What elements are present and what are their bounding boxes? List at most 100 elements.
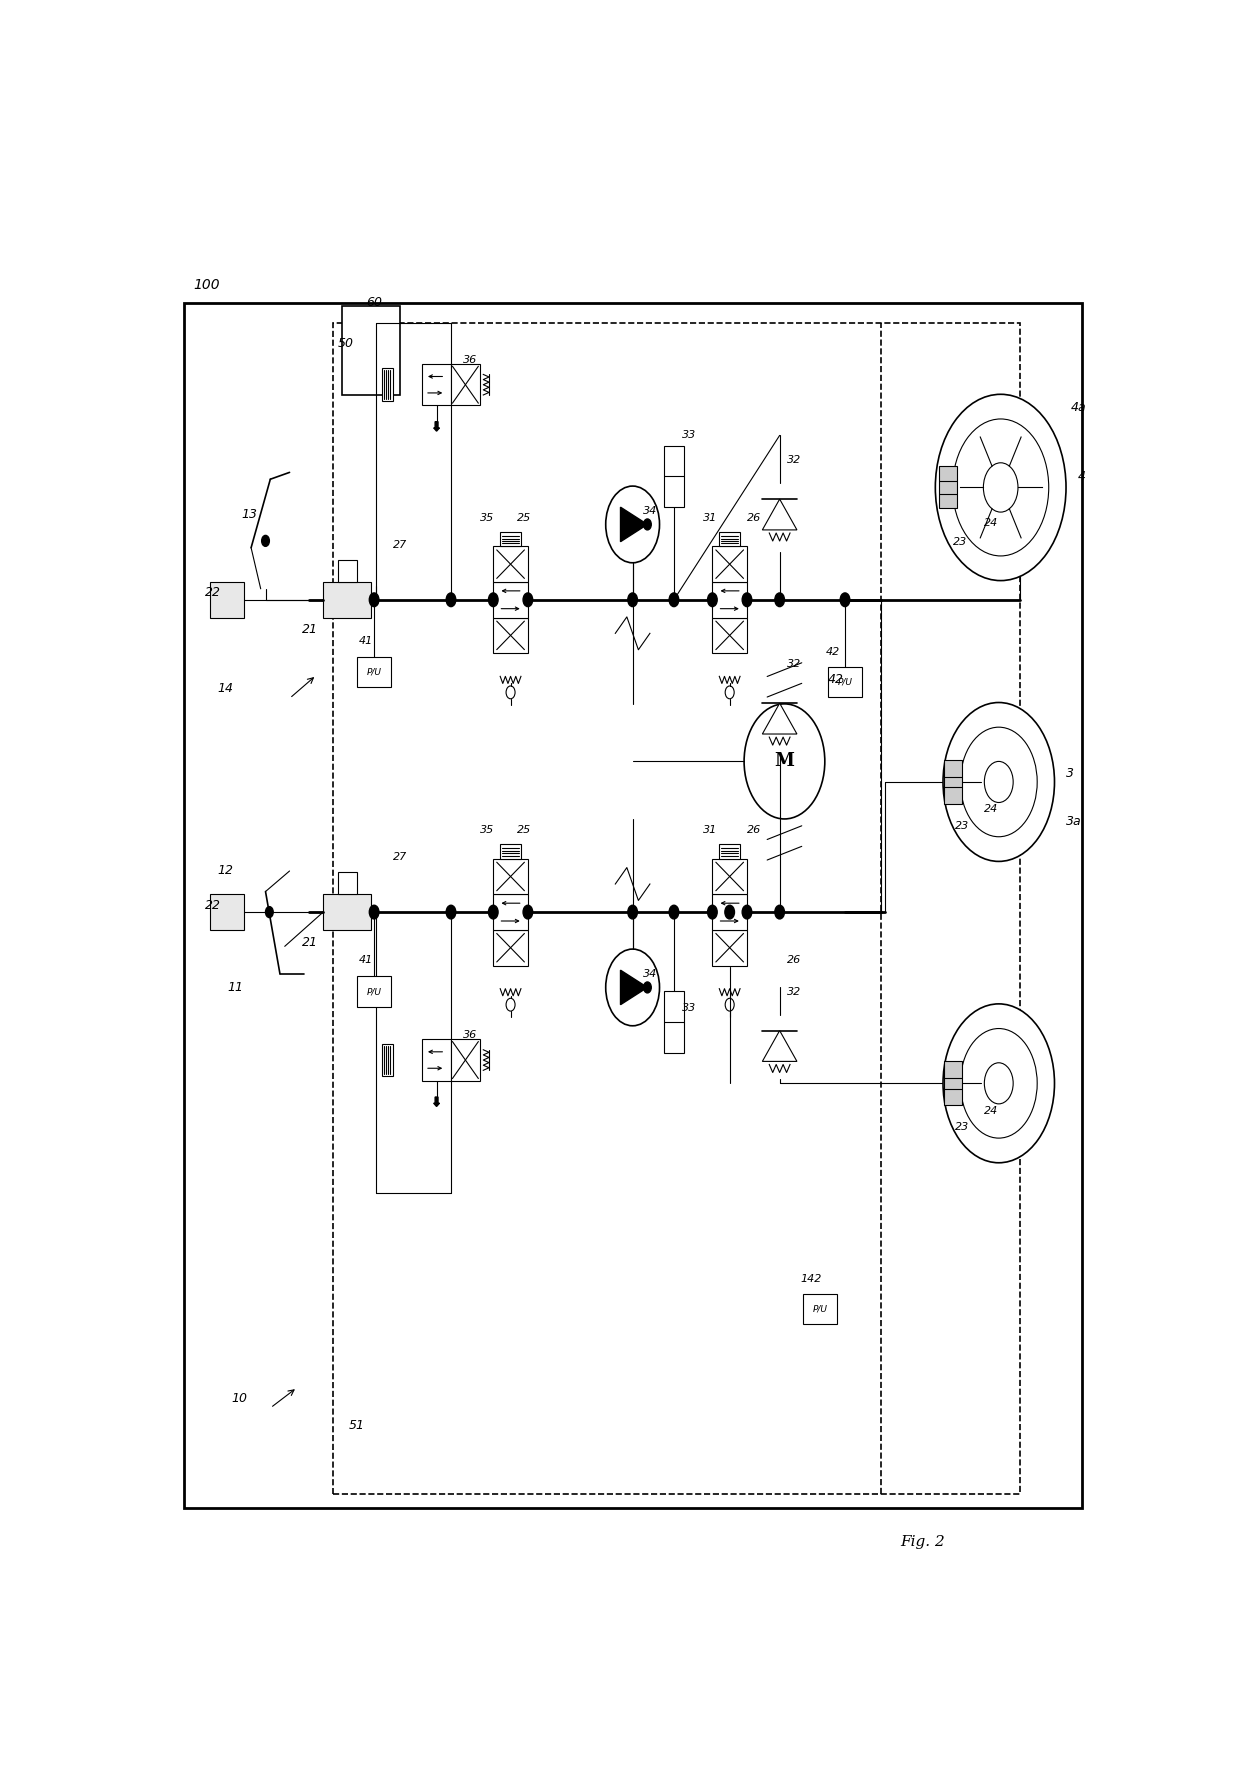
Bar xyxy=(184,302,1083,1509)
Polygon shape xyxy=(763,1030,797,1062)
Bar xyxy=(357,977,391,1007)
Circle shape xyxy=(708,906,717,920)
Bar xyxy=(494,546,528,582)
Circle shape xyxy=(952,418,1049,555)
Bar xyxy=(357,656,391,687)
Bar xyxy=(712,617,746,653)
Circle shape xyxy=(446,906,456,920)
Bar xyxy=(422,365,451,406)
Bar xyxy=(337,872,357,895)
Circle shape xyxy=(262,535,269,546)
Circle shape xyxy=(627,906,637,920)
Text: 10: 10 xyxy=(232,1391,248,1405)
Bar xyxy=(944,1062,962,1105)
Bar xyxy=(494,859,528,895)
Circle shape xyxy=(743,906,751,920)
Circle shape xyxy=(506,687,515,699)
Bar xyxy=(712,895,746,930)
Bar xyxy=(500,845,521,859)
Circle shape xyxy=(935,395,1066,580)
Bar xyxy=(500,532,521,546)
Bar xyxy=(939,466,957,509)
Text: 32: 32 xyxy=(787,660,801,669)
Polygon shape xyxy=(620,507,647,541)
Text: 26: 26 xyxy=(787,955,801,964)
Text: 22: 22 xyxy=(205,898,221,913)
Text: 32: 32 xyxy=(787,455,801,464)
Bar xyxy=(712,582,746,617)
Bar xyxy=(665,991,683,1053)
Text: 31: 31 xyxy=(703,512,717,523)
Text: 34: 34 xyxy=(644,970,657,978)
Text: 25: 25 xyxy=(517,512,532,523)
Circle shape xyxy=(725,998,734,1010)
Circle shape xyxy=(506,998,515,1010)
Bar xyxy=(324,895,371,930)
Circle shape xyxy=(523,592,533,607)
Bar xyxy=(451,365,480,406)
Bar xyxy=(712,546,746,582)
Circle shape xyxy=(370,906,379,920)
Circle shape xyxy=(725,687,734,699)
Text: 13: 13 xyxy=(242,509,258,521)
Text: Fig. 2: Fig. 2 xyxy=(900,1535,945,1550)
Bar xyxy=(494,617,528,653)
Text: 23: 23 xyxy=(952,537,967,548)
Text: 35: 35 xyxy=(480,825,494,834)
Text: 41: 41 xyxy=(358,955,373,964)
FancyArrow shape xyxy=(434,1098,439,1107)
Circle shape xyxy=(446,592,456,607)
Text: 33: 33 xyxy=(682,1003,696,1012)
Text: 24: 24 xyxy=(985,804,998,815)
Bar xyxy=(382,1044,393,1076)
Circle shape xyxy=(942,1003,1054,1163)
Circle shape xyxy=(725,906,734,920)
Circle shape xyxy=(627,592,637,607)
Text: 36: 36 xyxy=(463,356,476,365)
Circle shape xyxy=(960,1028,1037,1139)
Text: 23: 23 xyxy=(955,1123,968,1131)
Text: 22: 22 xyxy=(205,587,221,600)
Circle shape xyxy=(670,592,678,607)
Text: 12: 12 xyxy=(217,865,233,877)
Text: P/U: P/U xyxy=(367,667,382,676)
Text: 21: 21 xyxy=(303,936,317,948)
Bar xyxy=(494,930,528,966)
Text: 32: 32 xyxy=(787,987,801,996)
Bar xyxy=(804,1295,837,1324)
Bar xyxy=(324,582,371,617)
Polygon shape xyxy=(620,970,647,1005)
Bar xyxy=(342,306,401,395)
Circle shape xyxy=(370,592,379,607)
Bar xyxy=(382,368,393,400)
Circle shape xyxy=(670,906,678,920)
Circle shape xyxy=(605,486,660,562)
Text: 3a: 3a xyxy=(1066,815,1081,829)
Circle shape xyxy=(744,704,825,818)
Text: 26: 26 xyxy=(746,825,761,834)
FancyArrow shape xyxy=(434,422,439,431)
Text: P/U: P/U xyxy=(367,987,382,996)
Circle shape xyxy=(775,906,785,920)
Text: 24: 24 xyxy=(985,518,998,528)
Bar xyxy=(665,447,683,507)
Text: 33: 33 xyxy=(682,431,696,441)
Bar xyxy=(944,760,962,804)
Text: 21: 21 xyxy=(303,623,317,637)
Polygon shape xyxy=(763,703,797,735)
Bar xyxy=(337,560,357,582)
Circle shape xyxy=(743,592,751,607)
Text: 23: 23 xyxy=(955,820,968,831)
Bar xyxy=(422,1039,451,1080)
Bar xyxy=(828,667,862,697)
Text: 51: 51 xyxy=(350,1420,365,1432)
Text: 27: 27 xyxy=(393,541,408,550)
Circle shape xyxy=(985,761,1013,802)
Text: 4a: 4a xyxy=(1071,402,1086,415)
Circle shape xyxy=(960,728,1037,836)
Text: 24: 24 xyxy=(985,1107,998,1115)
Circle shape xyxy=(841,592,849,607)
Circle shape xyxy=(942,703,1054,861)
Bar xyxy=(210,582,244,617)
Bar xyxy=(494,895,528,930)
